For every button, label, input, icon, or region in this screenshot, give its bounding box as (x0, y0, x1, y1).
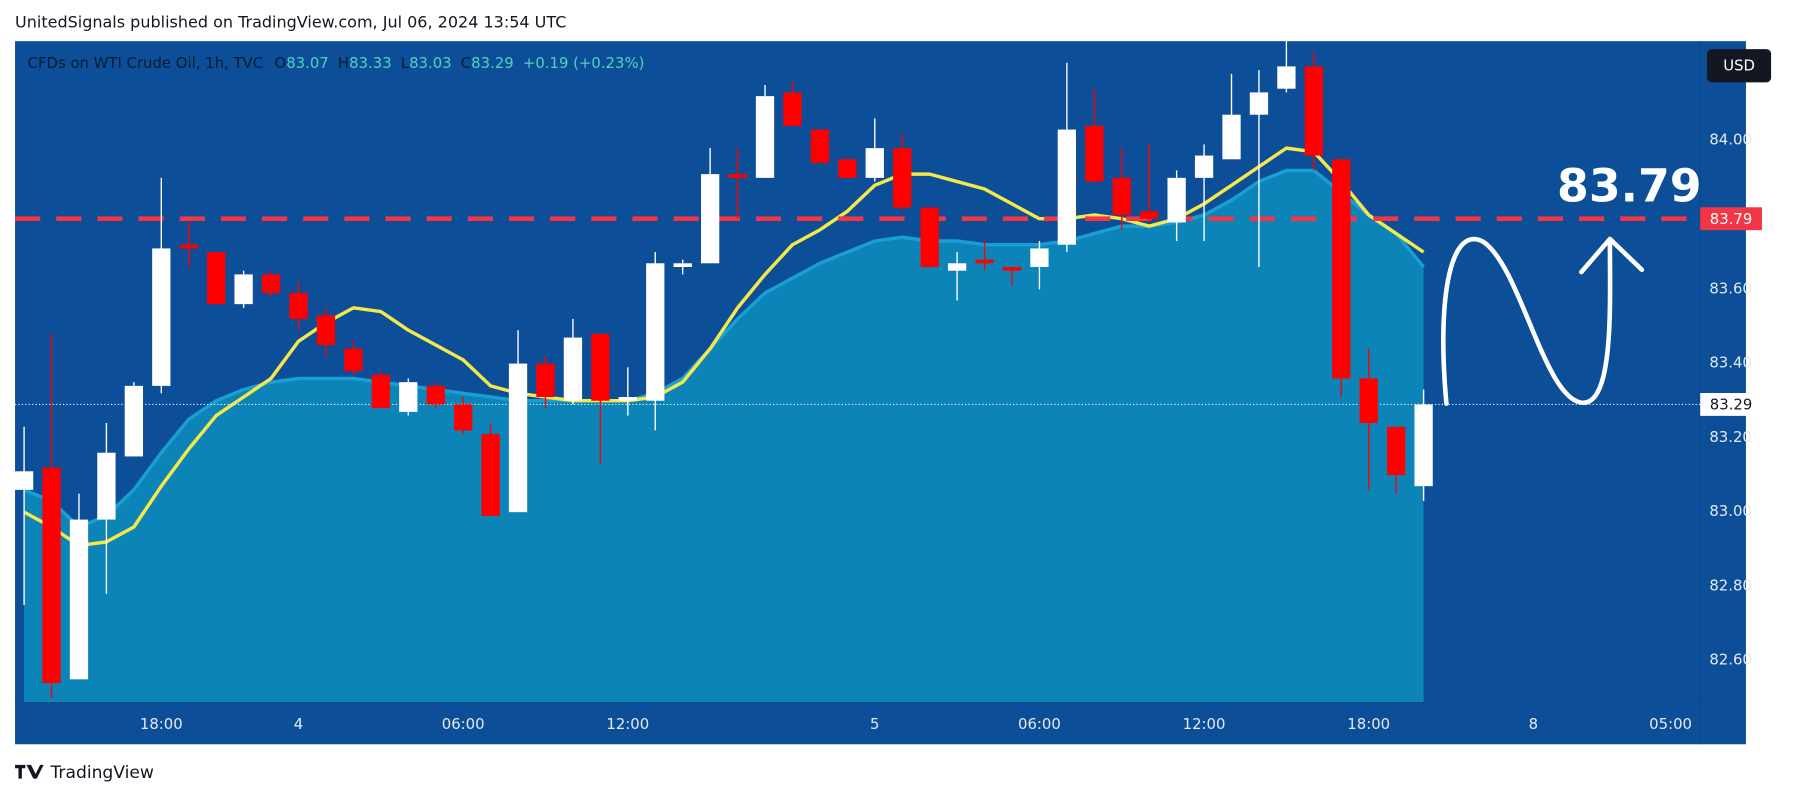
candle-body (289, 293, 308, 320)
legend-key: C (461, 54, 471, 72)
price-label: 83.79 (1710, 210, 1753, 228)
y-tick-label: 83.00 (1709, 502, 1752, 520)
candle-body (920, 207, 939, 267)
candle-body (947, 263, 967, 271)
candle-body (1277, 66, 1296, 89)
candle-body (1030, 248, 1049, 267)
arrow-head (1579, 236, 1645, 275)
candle-body (14, 471, 34, 490)
candle-body (728, 174, 747, 178)
candle-body (618, 397, 637, 401)
candle-body (261, 274, 281, 294)
candle-body (234, 274, 253, 305)
candle-body (1112, 177, 1131, 215)
candle-body (344, 348, 363, 372)
legend-change: +0.19 (+0.23%) (523, 54, 645, 72)
y-tick-label: 82.80 (1709, 576, 1752, 594)
candle-body (1002, 266, 1022, 271)
currency-button[interactable] (1707, 49, 1772, 83)
x-tick-label: 4 (294, 715, 303, 733)
legend: CFDs on WTI Crude Oil, 1h, TVC O83.07 H83.… (28, 54, 645, 72)
candle-body (454, 404, 473, 431)
candle-body (865, 148, 884, 178)
price-label: 83.29 (1710, 396, 1753, 414)
candle-body (316, 315, 336, 346)
candle-body (207, 252, 226, 305)
y-tick-label: 82.60 (1709, 651, 1752, 669)
candle-body (563, 337, 583, 401)
candle-body (1194, 155, 1214, 178)
candle-body (700, 174, 720, 264)
y-tick-label: 84.00 (1709, 131, 1752, 149)
candle-body (810, 129, 830, 163)
legend-key: O (275, 54, 287, 72)
candle-body (838, 159, 857, 178)
area-fill (24, 170, 1424, 702)
candle-body (673, 263, 692, 267)
candle-body (69, 519, 89, 680)
candle-body (1387, 426, 1406, 476)
candle-body (179, 244, 198, 249)
candle-body (1414, 404, 1433, 487)
candle-body (97, 452, 116, 520)
annotation: 83.79 (1557, 159, 1702, 212)
logo-icon (15, 764, 44, 779)
candle-body (152, 248, 171, 386)
drawn-path (1441, 236, 1613, 406)
candle-body (1057, 129, 1077, 245)
y-tick-label: 83.20 (1709, 428, 1752, 446)
x-tick-label: 5 (870, 715, 879, 733)
legend-value: 83.07 (286, 54, 329, 72)
candle-body (508, 363, 528, 513)
x-tick-label: 18:00 (140, 715, 183, 733)
candle-body (1167, 177, 1186, 223)
overlay: 83.79 (1441, 159, 1702, 406)
price-label-box (1700, 393, 1762, 416)
price-label-box (1700, 207, 1762, 231)
candle-body (1249, 92, 1269, 115)
candle-body (481, 434, 500, 516)
y-tick-label: 83.60 (1709, 279, 1752, 297)
legend-key: L (401, 54, 410, 72)
candle-body (755, 96, 775, 178)
y-tick-label: 83.40 (1709, 354, 1752, 372)
candle-body (124, 385, 144, 457)
publish-header: UnitedSignals published on TradingView.c… (15, 12, 566, 31)
candle-body (1140, 211, 1159, 219)
candle-body (1332, 159, 1351, 379)
candle-body (893, 148, 912, 208)
candle-body (371, 374, 390, 409)
ma-line (23, 146, 1425, 548)
candle-body (42, 467, 61, 684)
legend-value: 83.03 (409, 54, 452, 72)
x-tick-label: 12:00 (606, 715, 649, 733)
footer-logo (15, 764, 44, 779)
x-tick-label: 8 (1529, 715, 1538, 733)
candle-body (536, 363, 555, 398)
x-tick-label: 06:00 (442, 715, 485, 733)
x-tick-label: 12:00 (1183, 715, 1226, 733)
candle-body (975, 259, 994, 264)
candle-body (426, 385, 445, 405)
legend-key: H (338, 54, 349, 72)
legend-value: 83.33 (349, 54, 392, 72)
candle-body (1085, 125, 1104, 182)
currency-label: USD (1723, 56, 1755, 74)
legend-title: CFDs on WTI Crude Oil, 1h, TVC (28, 54, 263, 72)
footer-brand: TradingView (49, 763, 153, 783)
candle-body (1222, 114, 1241, 160)
x-tick-label: 06:00 (1018, 715, 1061, 733)
x-tick-label: 05:00 (1649, 715, 1692, 733)
candle-body (1359, 378, 1378, 424)
candle-body (783, 92, 802, 126)
candle-body (646, 263, 665, 401)
plot: 82.60 82.80 83.00 83.20 83.40 83.60 84.00 18:00… (14, 40, 1762, 745)
x-tick-label: 18:00 (1347, 715, 1390, 733)
candle-body (399, 382, 418, 412)
candle-body (1304, 66, 1323, 156)
candle-body (591, 333, 610, 401)
legend-value: 83.29 (471, 54, 514, 72)
